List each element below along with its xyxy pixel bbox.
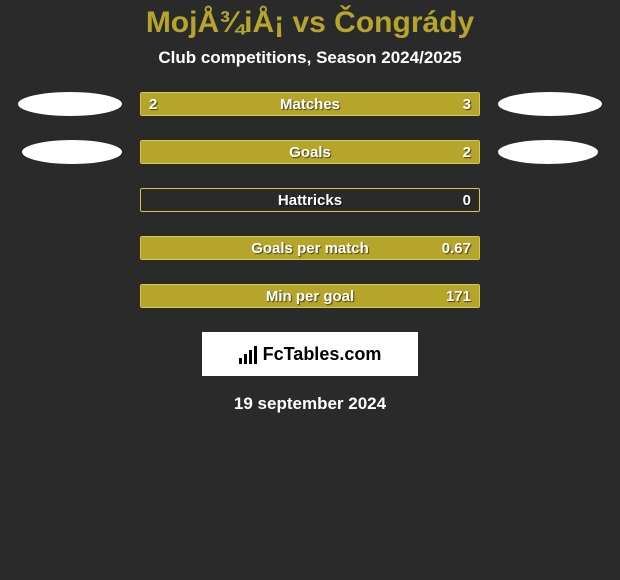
stat-bar: 0Hattricks	[140, 188, 480, 212]
stat-label: Goals	[141, 141, 479, 163]
logo-text: FcTables.com	[263, 344, 382, 365]
team-logo-left	[18, 92, 122, 116]
team-logo-right	[498, 140, 598, 164]
stat-bar: 2Goals	[140, 140, 480, 164]
stat-label: Matches	[141, 93, 479, 115]
stats-container: 23Matches 2Goals 0Hattricks 0.67Goals per m…	[0, 92, 620, 308]
stat-row: 23Matches	[0, 92, 620, 116]
logo-bars-icon	[239, 344, 257, 364]
stat-row: 0.67Goals per match	[0, 236, 620, 260]
stat-row: 2Goals	[0, 140, 620, 164]
page-subtitle: Club competitions, Season 2024/2025	[0, 48, 620, 68]
stat-label: Hattricks	[141, 189, 479, 211]
team-logo-left	[22, 140, 122, 164]
team-logo-right	[498, 92, 602, 116]
stat-label: Goals per match	[141, 237, 479, 259]
fctables-logo: FcTables.com	[202, 332, 418, 376]
stat-label: Min per goal	[141, 285, 479, 307]
date-text: 19 september 2024	[0, 394, 620, 414]
page-title: MojÅ¾iÅ¡ vs Čongrády	[0, 0, 620, 40]
stat-row: 171Min per goal	[0, 284, 620, 308]
stat-bar: 171Min per goal	[140, 284, 480, 308]
stat-bar: 23Matches	[140, 92, 480, 116]
stat-row: 0Hattricks	[0, 188, 620, 212]
stat-bar: 0.67Goals per match	[140, 236, 480, 260]
